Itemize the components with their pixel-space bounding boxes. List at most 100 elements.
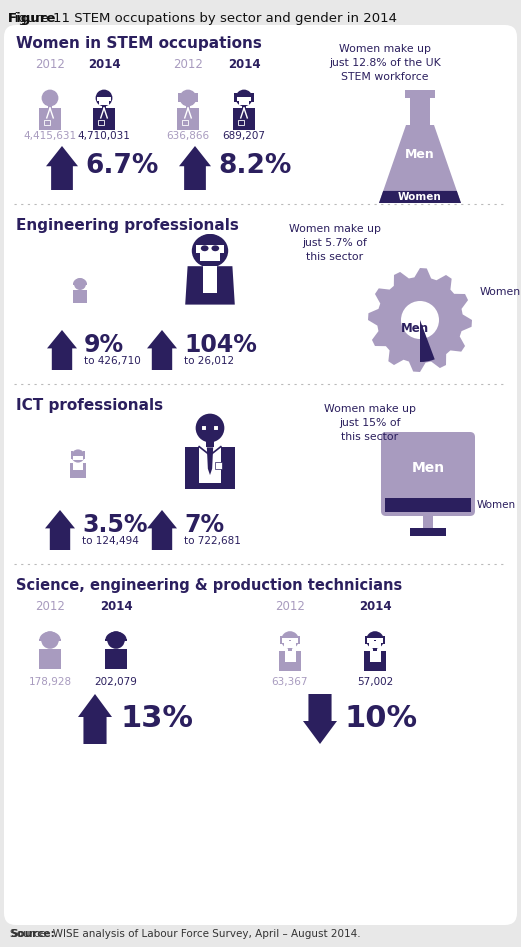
Ellipse shape — [201, 245, 208, 251]
Bar — [367, 638, 383, 643]
Bar — [39, 639, 61, 641]
Bar — [279, 651, 301, 671]
Polygon shape — [73, 278, 87, 284]
Text: 2014: 2014 — [358, 599, 391, 613]
Text: Men: Men — [405, 148, 435, 161]
Bar — [369, 651, 380, 662]
Text: to 426,710: to 426,710 — [84, 356, 141, 366]
Polygon shape — [147, 510, 177, 550]
Bar — [282, 638, 298, 643]
Polygon shape — [45, 510, 75, 550]
Polygon shape — [46, 146, 78, 190]
Text: Science, engineering & production technicians: Science, engineering & production techni… — [16, 578, 402, 593]
Text: 2014: 2014 — [228, 58, 260, 70]
Bar — [196, 244, 224, 253]
Text: Men: Men — [401, 321, 429, 334]
Bar — [199, 447, 221, 483]
Bar — [102, 105, 106, 109]
Bar — [288, 648, 292, 652]
Text: 2012: 2012 — [173, 58, 203, 70]
Bar — [373, 648, 377, 652]
Text: 63,367: 63,367 — [272, 677, 308, 687]
Circle shape — [107, 632, 125, 649]
Text: Source:: Source: — [10, 929, 55, 939]
Bar — [364, 651, 386, 671]
Bar — [47, 105, 52, 109]
Circle shape — [71, 450, 84, 462]
Text: ICT professionals: ICT professionals — [16, 398, 163, 413]
Bar — [73, 456, 83, 460]
Text: Women: Women — [398, 192, 442, 202]
Text: Figure 11 STEM occupations by sector and gender in 2014: Figure 11 STEM occupations by sector and… — [8, 11, 397, 25]
Circle shape — [95, 90, 113, 106]
Bar — [385, 498, 471, 512]
Polygon shape — [368, 268, 472, 372]
Bar — [181, 97, 195, 101]
Bar — [70, 462, 86, 478]
Bar — [195, 93, 197, 102]
Bar — [71, 451, 73, 458]
Circle shape — [196, 234, 224, 262]
Bar — [182, 100, 193, 105]
Text: Engineering professionals: Engineering professionals — [16, 218, 239, 233]
Text: 689,207: 689,207 — [222, 131, 266, 141]
Bar — [39, 108, 61, 130]
Text: 2012: 2012 — [35, 599, 65, 613]
Bar — [280, 635, 283, 644]
Text: 202,079: 202,079 — [95, 677, 138, 687]
Text: Women make up
just 15% of
this sector: Women make up just 15% of this sector — [324, 404, 416, 442]
Text: 2014: 2014 — [88, 58, 120, 70]
Polygon shape — [40, 632, 60, 639]
Bar — [297, 635, 300, 644]
Text: 6.7%: 6.7% — [85, 152, 158, 179]
Bar — [284, 651, 295, 662]
Bar — [98, 100, 109, 105]
Bar — [73, 290, 86, 303]
FancyBboxPatch shape — [381, 432, 475, 516]
Circle shape — [41, 632, 59, 649]
Text: 4,415,631: 4,415,631 — [23, 131, 77, 141]
Text: Women make up
just 5.7% of
this sector: Women make up just 5.7% of this sector — [289, 224, 381, 262]
Text: Source: WISE analysis of Labour Force Survey, April – August 2014.: Source: WISE analysis of Labour Force Su… — [10, 929, 361, 939]
Text: 4,710,031: 4,710,031 — [78, 131, 130, 141]
Bar — [73, 283, 87, 285]
Bar — [83, 451, 85, 458]
Circle shape — [401, 301, 439, 339]
Bar — [206, 440, 214, 447]
Polygon shape — [78, 694, 112, 744]
Bar — [98, 120, 104, 125]
Bar — [233, 108, 255, 130]
Bar — [177, 108, 199, 130]
Bar — [374, 639, 376, 641]
Circle shape — [196, 414, 225, 442]
Bar — [185, 105, 190, 109]
Bar — [39, 649, 61, 669]
Bar — [44, 120, 50, 125]
Bar — [178, 93, 181, 102]
Text: 57,002: 57,002 — [357, 677, 393, 687]
Bar — [410, 97, 430, 125]
Text: 178,928: 178,928 — [29, 677, 71, 687]
Text: 13%: 13% — [120, 704, 193, 732]
Circle shape — [42, 90, 58, 106]
Bar — [234, 93, 237, 102]
Bar — [97, 97, 111, 101]
Text: 2012: 2012 — [35, 58, 65, 70]
Polygon shape — [303, 694, 337, 744]
Text: 2014: 2014 — [100, 599, 132, 613]
Text: 2012: 2012 — [275, 599, 305, 613]
Ellipse shape — [212, 245, 219, 251]
Bar — [423, 514, 433, 528]
Text: 9%: 9% — [84, 333, 124, 357]
Text: Figure: Figure — [8, 11, 56, 25]
Bar — [251, 93, 254, 102]
Bar — [105, 649, 127, 669]
Bar — [73, 462, 83, 471]
FancyBboxPatch shape — [4, 25, 517, 925]
Polygon shape — [379, 191, 461, 203]
Text: Women make up
just 12.8% of the UK
STEM workforce: Women make up just 12.8% of the UK STEM … — [329, 44, 441, 82]
Text: to 722,681: to 722,681 — [184, 536, 241, 546]
Bar — [185, 447, 234, 490]
Circle shape — [235, 90, 252, 106]
Polygon shape — [185, 266, 235, 305]
